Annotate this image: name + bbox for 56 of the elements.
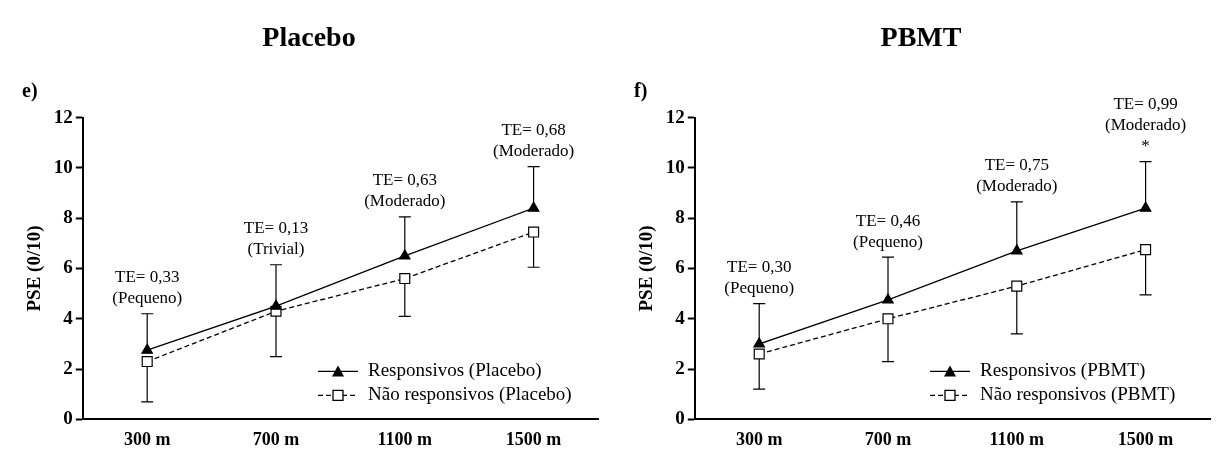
x-tick-label: 1100 m bbox=[989, 428, 1045, 449]
y-tick-label: 10 bbox=[53, 155, 73, 177]
y-tick-label: 4 bbox=[675, 306, 686, 328]
y-tick-label: 0 bbox=[63, 407, 73, 429]
point bbox=[1139, 201, 1152, 212]
annotation: TE= 0,75 (Moderado) bbox=[976, 155, 1058, 196]
text: f) bbox=[634, 79, 648, 103]
x-tick-label: 700 m bbox=[864, 428, 912, 449]
chart-title: PBMT bbox=[880, 21, 962, 53]
y-tick-label: 0 bbox=[675, 407, 685, 429]
point bbox=[1011, 280, 1023, 292]
point bbox=[528, 226, 540, 238]
point bbox=[753, 348, 765, 360]
point bbox=[1011, 244, 1023, 255]
annotation: TE= 0,46 (Pequeno) bbox=[853, 210, 923, 251]
y-tick-label: 8 bbox=[675, 206, 685, 228]
annotation: TE= 0,30 (Pequeno) bbox=[724, 257, 795, 298]
x-tick-label: 1500 m bbox=[1117, 428, 1174, 449]
point bbox=[399, 249, 411, 260]
y-tick-label: 2 bbox=[675, 357, 685, 379]
point bbox=[270, 299, 282, 310]
legend-label: Responsivos (Placebo) bbox=[368, 359, 542, 382]
legend-label: Não responsivos (PBMT) bbox=[980, 383, 1176, 406]
y-tick-label: 2 bbox=[63, 357, 73, 379]
annotation: TE= 0,68 (Moderado) bbox=[493, 120, 575, 161]
point bbox=[882, 313, 894, 325]
annotation: TE= 0,13 (Trivial) bbox=[243, 218, 309, 259]
annotation: TE= 0,99 (Moderado) bbox=[1105, 94, 1187, 135]
x-tick-label: 300 m bbox=[123, 428, 171, 449]
annotation: TE= 0,63 (Moderado) bbox=[364, 170, 446, 211]
chart-title: Placebo bbox=[262, 21, 356, 53]
y-axis-title: PSE (0/10) bbox=[635, 225, 658, 312]
y-tick-label: 6 bbox=[63, 256, 73, 278]
x-tick-label: 1500 m bbox=[505, 428, 562, 449]
legend-label: Não responsivos (Placebo) bbox=[368, 383, 572, 406]
point bbox=[753, 337, 765, 348]
point bbox=[882, 293, 894, 304]
text: e) bbox=[22, 79, 38, 103]
legend-label: Responsivos (PBMT) bbox=[980, 359, 1146, 382]
point bbox=[399, 273, 411, 285]
x-tick-label: 1100 m bbox=[377, 428, 433, 449]
y-axis-title: PSE (0/10) bbox=[23, 225, 46, 312]
point bbox=[1140, 244, 1152, 256]
y-tick-label: 12 bbox=[53, 105, 73, 127]
y-tick-label: 4 bbox=[63, 306, 74, 328]
annotation: * bbox=[1141, 136, 1150, 156]
x-tick-label: 700 m bbox=[252, 428, 300, 449]
y-tick-label: 6 bbox=[675, 256, 685, 278]
y-tick-label: 8 bbox=[63, 206, 73, 228]
x-tick-label: 300 m bbox=[735, 428, 783, 449]
y-tick-label: 12 bbox=[665, 105, 685, 127]
y-tick-label: 10 bbox=[665, 155, 685, 177]
annotation: TE= 0,33 (Pequeno) bbox=[112, 267, 183, 308]
point bbox=[141, 343, 153, 354]
point bbox=[527, 201, 540, 212]
point bbox=[141, 356, 153, 368]
